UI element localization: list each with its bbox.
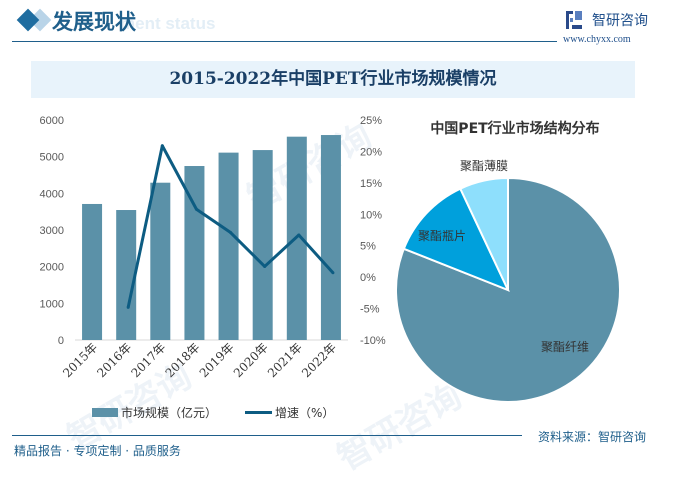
header-subtitle: ment status bbox=[120, 14, 216, 33]
footer-slogan: 精品报告 · 专项定制 · 品质服务 bbox=[14, 444, 181, 458]
legend-bar: 市场规模（亿元） bbox=[92, 404, 217, 421]
divider bbox=[12, 435, 522, 436]
y-tick-left: 4000 bbox=[40, 188, 64, 200]
y-tick-left: 1000 bbox=[40, 298, 64, 310]
y-tick-left: 6000 bbox=[40, 115, 64, 127]
legend-label: 增速（%） bbox=[275, 406, 335, 420]
chart-title: 2015-2022年中国PET行业市场规模情况 bbox=[169, 69, 497, 89]
bar bbox=[252, 150, 273, 340]
y-tick-left: 5000 bbox=[40, 152, 64, 164]
growth-point bbox=[263, 264, 267, 268]
logo-text: 智研咨询 bbox=[592, 13, 648, 29]
y-tick-right: 25% bbox=[360, 115, 382, 127]
pie-slice bbox=[458, 176, 509, 291]
legend-swatch-line bbox=[245, 411, 272, 414]
legend-swatch-bar bbox=[92, 408, 118, 417]
x-tick: 2019年 bbox=[197, 340, 237, 380]
y-tick-right: -10% bbox=[360, 335, 386, 347]
header-title: 发展现状 bbox=[52, 10, 136, 34]
x-tick: 2017年 bbox=[128, 340, 168, 380]
y-tick-left: 0 bbox=[58, 335, 64, 347]
bar bbox=[150, 182, 171, 340]
y-tick-left: 3000 bbox=[40, 225, 64, 237]
growth-point bbox=[331, 271, 335, 275]
y-tick-right: 20% bbox=[360, 146, 382, 158]
growth-point bbox=[160, 144, 164, 148]
pie-label: 聚酯纤维 bbox=[541, 340, 589, 354]
source-note: 资料来源：智研咨询 bbox=[538, 430, 647, 444]
bar bbox=[116, 210, 137, 340]
growth-point bbox=[194, 207, 198, 211]
x-tick: 2021年 bbox=[265, 340, 305, 380]
y-tick-right: -5% bbox=[360, 304, 380, 316]
y-tick-right: 0% bbox=[360, 272, 376, 284]
pie-label: 聚酯薄膜 bbox=[460, 158, 508, 173]
logo-url: www.chyxx.com bbox=[563, 34, 631, 45]
bar bbox=[320, 135, 341, 340]
divider bbox=[12, 41, 557, 42]
growth-point bbox=[126, 305, 130, 309]
pie-title: 中国PET行业市场结构分布 bbox=[430, 121, 600, 137]
x-tick: 2015年 bbox=[60, 340, 100, 380]
y-tick-right: 10% bbox=[360, 209, 382, 221]
pie-slice bbox=[402, 187, 510, 292]
y-tick-left: 2000 bbox=[40, 262, 64, 274]
growth-point bbox=[229, 231, 233, 235]
pie-label: 聚酯瓶片 bbox=[418, 229, 466, 243]
x-tick: 2016年 bbox=[94, 340, 134, 380]
logo-icon bbox=[566, 11, 582, 29]
bar bbox=[218, 152, 239, 340]
growth-point bbox=[297, 233, 301, 237]
x-tick: 2018年 bbox=[163, 340, 203, 380]
legend-label: 市场规模（亿元） bbox=[121, 406, 218, 420]
legend-line: 增速（%） bbox=[245, 404, 334, 421]
x-tick: 2022年 bbox=[299, 340, 339, 380]
bar bbox=[82, 203, 103, 340]
title-band bbox=[31, 61, 635, 98]
y-tick-right: 5% bbox=[360, 241, 376, 253]
y-tick-right: 15% bbox=[360, 178, 382, 190]
x-tick: 2020年 bbox=[231, 340, 271, 380]
